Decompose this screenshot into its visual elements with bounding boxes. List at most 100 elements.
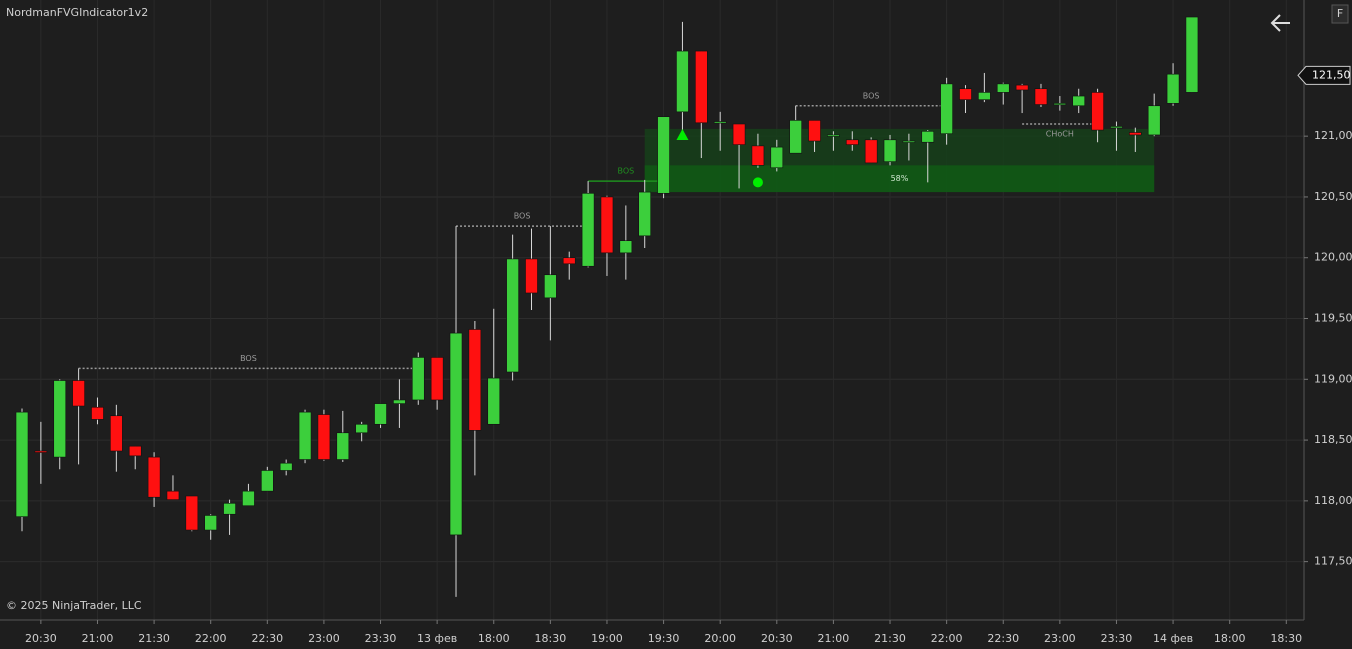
candle-body bbox=[657, 116, 670, 194]
candle-body bbox=[53, 380, 67, 458]
y-tick-label: 121,00 bbox=[1314, 129, 1352, 142]
signal-triangle bbox=[676, 128, 689, 140]
candle-body bbox=[789, 120, 802, 154]
copyright: © 2025 NinjaTrader, LLC bbox=[6, 599, 142, 612]
candle-body bbox=[91, 406, 104, 420]
x-tick-label: 20:30 bbox=[761, 632, 793, 645]
candle-body bbox=[1091, 92, 1104, 131]
x-tick-label: 21:00 bbox=[818, 632, 850, 645]
candle-body bbox=[1015, 84, 1029, 91]
candle-body bbox=[978, 92, 991, 100]
candle-body bbox=[996, 83, 1010, 93]
candle-body bbox=[883, 139, 897, 162]
candle-body bbox=[1053, 103, 1067, 106]
last-price-marker bbox=[1297, 65, 1351, 85]
structure-label: BOS bbox=[617, 167, 634, 176]
x-tick-label: 13 фев bbox=[417, 632, 457, 645]
x-tick-label: 22:00 bbox=[195, 632, 227, 645]
f-button-label: F bbox=[1337, 7, 1343, 20]
candle-body bbox=[921, 130, 935, 143]
candle-body bbox=[336, 432, 350, 460]
x-tick-label: 23:00 bbox=[308, 632, 340, 645]
signal-dot bbox=[752, 177, 763, 188]
candle-body bbox=[261, 470, 274, 492]
candle-body bbox=[827, 134, 840, 137]
candle-body bbox=[449, 332, 463, 536]
candle-body bbox=[1110, 126, 1123, 129]
y-tick-label: 119,00 bbox=[1314, 372, 1352, 385]
structure-label: BOS bbox=[514, 212, 531, 221]
candle-body bbox=[544, 274, 557, 299]
candle-body bbox=[298, 411, 312, 460]
candle-body bbox=[940, 83, 953, 135]
candle-body bbox=[1185, 16, 1199, 93]
x-tick-label: 18:30 bbox=[535, 632, 567, 645]
structure-label: BOS bbox=[240, 354, 257, 363]
candle-body bbox=[223, 502, 236, 515]
y-tick-label: 119,50 bbox=[1314, 312, 1352, 325]
structure-label: CHoCH bbox=[1046, 130, 1074, 139]
y-tick-label: 120,50 bbox=[1314, 190, 1352, 203]
candle-body bbox=[279, 462, 293, 471]
plot: BOS BOS BOS BOS CHoCH bbox=[15, 16, 1199, 597]
x-tick-label: 23:30 bbox=[1101, 632, 1133, 645]
x-tick-label: 22:30 bbox=[251, 632, 283, 645]
candle-body bbox=[1129, 132, 1142, 136]
candle-body bbox=[317, 414, 331, 460]
candle-body bbox=[959, 88, 972, 100]
candle-body bbox=[695, 50, 708, 124]
y-tick-label: 118,50 bbox=[1314, 433, 1352, 446]
candle-body bbox=[15, 411, 29, 517]
candle-body bbox=[72, 380, 85, 407]
candle-body bbox=[638, 191, 652, 237]
x-tick-label: 19:30 bbox=[648, 632, 680, 645]
candle-body bbox=[430, 357, 444, 401]
candle-body bbox=[581, 192, 595, 267]
candle-body bbox=[713, 121, 727, 124]
x-tick-label: 20:30 bbox=[25, 632, 57, 645]
f-button[interactable] bbox=[1331, 4, 1349, 24]
candle-body bbox=[166, 490, 180, 500]
candle-body bbox=[732, 123, 746, 145]
candle-body bbox=[242, 490, 255, 507]
x-tick-label: 20:00 bbox=[704, 632, 736, 645]
candle-body bbox=[808, 120, 821, 142]
candle-body bbox=[1034, 88, 1048, 105]
x-tick-label: 22:30 bbox=[987, 632, 1019, 645]
candle-body bbox=[506, 258, 519, 373]
candle-body bbox=[411, 357, 425, 401]
candle-body bbox=[770, 146, 784, 169]
candle-body bbox=[487, 377, 501, 425]
structure-label: BOS bbox=[863, 91, 880, 100]
y-tick-label: 117,50 bbox=[1314, 555, 1352, 568]
candle-body bbox=[1072, 95, 1086, 107]
candle-body bbox=[204, 515, 217, 531]
x-tick-label: 23:30 bbox=[365, 632, 397, 645]
candle-body bbox=[845, 139, 859, 145]
candle-body bbox=[393, 399, 406, 404]
candle-body bbox=[355, 423, 368, 434]
back-arrow-icon bbox=[1270, 14, 1290, 32]
fvg-zone bbox=[644, 165, 1155, 193]
y-tick-label: 118,00 bbox=[1314, 494, 1352, 507]
candle-body bbox=[374, 403, 387, 425]
x-tick-label: 21:30 bbox=[138, 632, 170, 645]
x-tick-label: 19:00 bbox=[591, 632, 623, 645]
candle-body bbox=[110, 415, 123, 452]
candle-body bbox=[525, 258, 538, 294]
x-tick-label: 21:00 bbox=[82, 632, 114, 645]
candle-body bbox=[185, 495, 199, 531]
candle-body bbox=[128, 445, 142, 457]
last-price-label: 121,50 bbox=[1312, 68, 1351, 81]
x-tick-label: 23:00 bbox=[1044, 632, 1076, 645]
x-tick-label: 22:00 bbox=[931, 632, 963, 645]
zone-label: 58% bbox=[891, 174, 909, 183]
candle-body bbox=[147, 456, 161, 498]
x-tick-label: 18:00 bbox=[478, 632, 510, 645]
back-arrow[interactable] bbox=[1270, 14, 1290, 32]
zones: 58% bbox=[644, 128, 1155, 193]
y-tick-label: 120,00 bbox=[1314, 251, 1352, 264]
candle-body bbox=[902, 140, 916, 143]
